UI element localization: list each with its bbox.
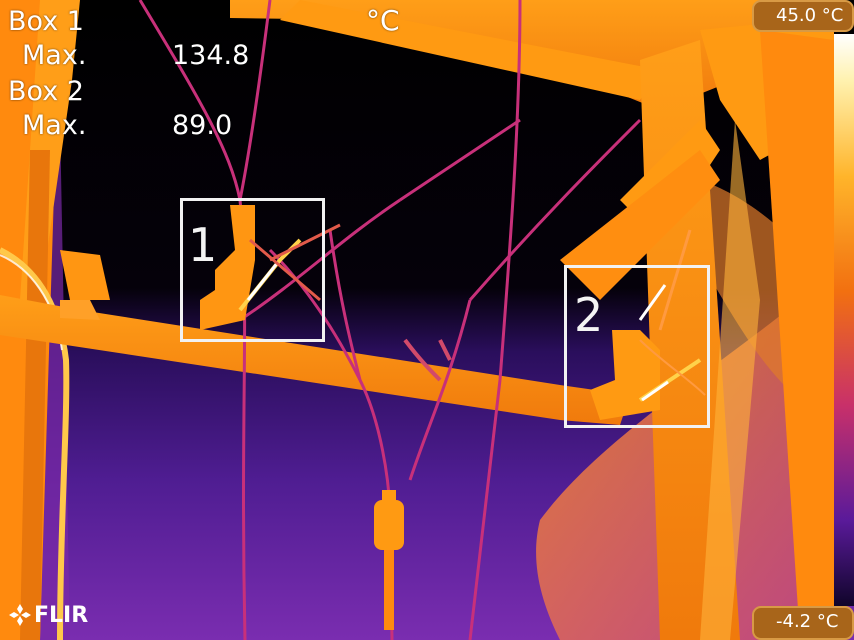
measurement-box-2[interactable] [564,265,710,428]
flir-logo: FLIR [8,600,88,630]
measurement-box-2-number: 2 [574,288,604,342]
flir-diamond-icon [9,604,31,626]
scale-max-label: 45.0 °C [752,0,854,32]
box2-max-label: Max. [22,110,87,141]
box1-max-value: 134.8 [172,40,250,71]
scale-min-label: -4.2 °C [752,606,854,640]
temperature-unit: °C [366,4,400,37]
box2-label: Box 2 [8,76,84,107]
measurement-box-1-number: 1 [188,218,218,272]
color-scale-bar [834,34,854,606]
flir-logo-text: FLIR [34,602,89,628]
measurement-box-1[interactable] [180,198,325,342]
box1-max-label: Max. [22,40,87,71]
box1-label: Box 1 [8,6,84,37]
box2-max-value: 89.0 [172,110,233,141]
